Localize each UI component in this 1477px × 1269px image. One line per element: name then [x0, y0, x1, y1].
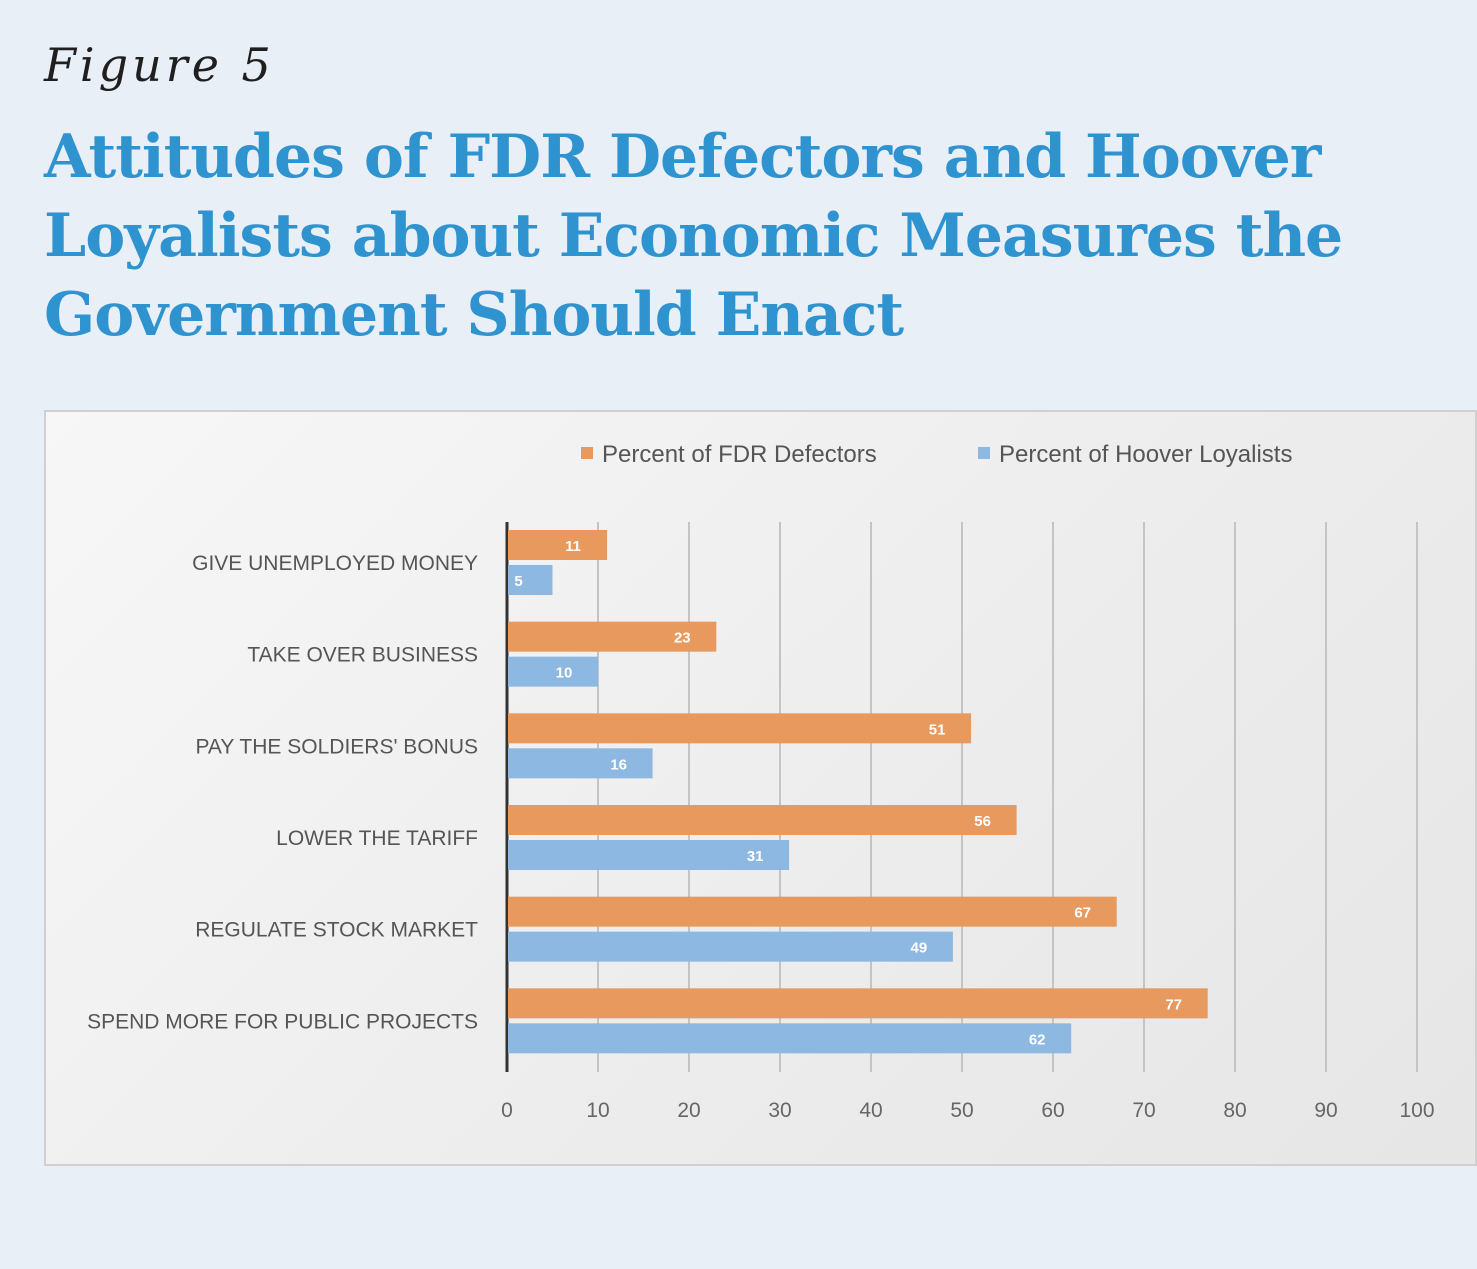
x-tick-label: 60	[1041, 1099, 1064, 1122]
x-tick-label: 10	[586, 1099, 609, 1122]
x-tick-label: 50	[950, 1099, 973, 1122]
x-tick-label: 30	[768, 1099, 791, 1122]
bar-fdr-defectors	[508, 805, 1017, 835]
bar-chart: 0 10 20 30 40 50 60 70 80 90 100 GIVE UNEMPLOYED MO…	[87, 441, 1434, 1122]
x-tick-label: 20	[677, 1099, 700, 1122]
category-label: PAY THE SOLDIERS' BONUS	[195, 735, 478, 758]
bar-hoover-loyalists	[508, 1023, 1072, 1054]
data-label: 62	[1029, 1031, 1046, 1048]
bar-fdr-defectors	[508, 988, 1208, 1019]
legend-swatch	[581, 447, 593, 459]
category-label: LOWER THE TARIFF	[276, 827, 478, 850]
category-label: REGULATE STOCK MARKET	[195, 919, 478, 942]
data-label: 67	[1074, 905, 1091, 922]
legend-label: Percent of FDR Defectors	[602, 441, 877, 468]
data-label: 77	[1165, 996, 1182, 1013]
figure-title: Attitudes of FDR Defectors and Hoover Lo…	[44, 122, 1343, 350]
data-label: 51	[929, 721, 946, 738]
legend-swatch	[978, 447, 990, 459]
data-label: 11	[565, 538, 581, 555]
bar-hoover-loyalists	[508, 656, 598, 687]
figure-label: Figure 5	[44, 38, 275, 92]
bar-hoover-loyalists	[508, 931, 953, 962]
x-tick-label: 40	[859, 1099, 882, 1122]
bar-hoover-loyalists	[508, 565, 553, 595]
bar-fdr-defectors	[508, 896, 1117, 927]
bar-fdr-defectors	[508, 621, 717, 652]
x-tick-label: 80	[1223, 1099, 1246, 1122]
bar-hoover-loyalists	[508, 748, 653, 779]
legend-label: Percent of Hoover Loyalists	[999, 441, 1292, 468]
data-label: 16	[610, 756, 627, 773]
x-tick-label: 70	[1132, 1099, 1155, 1122]
data-label: 23	[674, 630, 691, 647]
data-label: 31	[747, 848, 764, 865]
x-tick-label: 0	[501, 1099, 513, 1122]
x-tick-label: 90	[1314, 1099, 1337, 1122]
category-label: TAKE OVER BUSINESS	[247, 644, 478, 667]
category-label: GIVE UNEMPLOYED MONEY	[192, 552, 478, 575]
chart-panel: 0 10 20 30 40 50 60 70 80 90 100 GIVE UNEMPLOYED MO…	[44, 410, 1477, 1166]
data-label: 56	[974, 813, 991, 830]
bar-fdr-defectors	[508, 530, 608, 560]
data-label: 49	[911, 940, 928, 957]
bar-hoover-loyalists	[508, 840, 790, 870]
data-label: 10	[556, 665, 573, 682]
bar-fdr-defectors	[508, 713, 972, 744]
category-label: SPEND MORE FOR PUBLIC PROJECTS	[87, 1010, 478, 1033]
x-tick-label: 100	[1399, 1099, 1434, 1122]
data-label: 5	[514, 573, 522, 590]
